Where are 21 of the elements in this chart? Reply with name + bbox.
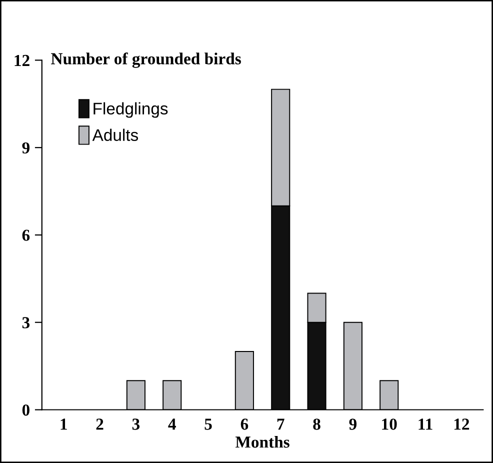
x-tick-label: 5 <box>204 418 212 430</box>
x-tick-label: 8 <box>313 418 320 430</box>
y-axis-title: Number of grounded birds <box>51 52 241 68</box>
legend-label: Adults <box>92 128 138 141</box>
y-tick-label: 0 <box>22 404 30 416</box>
y-tick-label: 3 <box>22 317 30 328</box>
x-axis-title: Months <box>235 436 290 448</box>
y-tick-label: 6 <box>22 230 30 241</box>
x-tick-label: 11 <box>418 418 432 430</box>
x-tick-label: 12 <box>454 418 470 430</box>
x-tick-label: 10 <box>382 418 397 430</box>
x-tick-label: 3 <box>132 418 140 430</box>
legend-label: Fledglings <box>94 102 168 118</box>
x-tick-label: 6 <box>240 418 248 430</box>
x-tick-label: 9 <box>349 418 357 430</box>
x-tick-label: 1 <box>60 418 67 430</box>
x-tick-label: 4 <box>168 418 176 430</box>
y-tick-label: 9 <box>22 142 30 154</box>
x-tick-label: 2 <box>96 418 104 430</box>
y-tick-label: 12 <box>14 54 30 66</box>
x-tick-label: 7 <box>277 418 284 430</box>
